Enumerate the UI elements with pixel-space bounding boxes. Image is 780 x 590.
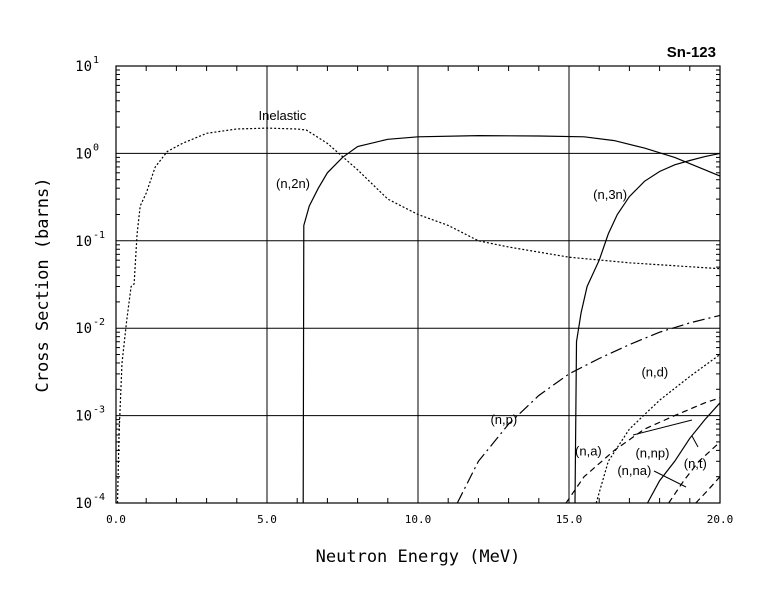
y-tick-label: 10 <box>75 321 92 337</box>
y-tick-exponent: 0 <box>93 142 99 153</box>
series-layer <box>116 127 721 504</box>
label-nna: (n,na) <box>617 463 651 478</box>
series-nt <box>668 441 721 504</box>
annotations: Inelastic (n,2n) (n,3n) (n,p) (n,d) (n,a) (n,n… <box>259 108 707 478</box>
series-nnp <box>646 402 721 504</box>
series-n3n <box>574 152 721 504</box>
grid <box>116 66 720 503</box>
y-tick-label: 10 <box>75 234 92 250</box>
leader-lines <box>632 419 699 488</box>
y-tick-exponent: 1 <box>93 55 99 66</box>
series-nna <box>695 476 721 504</box>
y-tick-label: 10 <box>75 146 92 162</box>
plot-frame <box>115 65 721 504</box>
label-n3n: (n,3n) <box>593 187 627 202</box>
label-nnp: (n,np) <box>635 446 669 461</box>
label-n2n: (n,2n) <box>276 176 310 191</box>
label-nd: (n,d) <box>641 365 668 380</box>
leader-nnp <box>632 419 693 436</box>
y-tick-label: 10 <box>75 496 92 512</box>
y-tick-exponent: -4 <box>93 492 105 503</box>
leader-nna <box>653 470 687 488</box>
x-tick-label: 10.0 <box>405 513 432 526</box>
series-na <box>565 397 721 504</box>
leader-nt <box>691 435 699 448</box>
x-tick-label: 5.0 <box>257 513 277 526</box>
y-axis-title: Cross Section (barns) <box>33 178 53 393</box>
label-np: (n,p) <box>490 412 517 427</box>
label-inelastic: Inelastic <box>259 108 307 123</box>
y-tick-label: 10 <box>75 59 92 75</box>
x-axis-title: Neutron Energy (MeV) <box>316 547 521 567</box>
y-tick-exponent: -2 <box>93 317 105 328</box>
x-tick-label: 0.0 <box>106 513 126 526</box>
label-na: (n,a) <box>575 443 602 458</box>
chart-title: Sn-123 <box>667 44 716 61</box>
series-inelastic <box>116 127 721 504</box>
y-tick-label: 10 <box>75 409 92 425</box>
series-np <box>456 314 721 504</box>
label-nt: (n,t) <box>684 456 707 471</box>
x-tick-label: 20.0 <box>707 513 734 526</box>
series-n2n <box>302 134 721 504</box>
series-nd <box>595 354 721 504</box>
y-tick-exponent: -3 <box>93 405 105 416</box>
y-tick-exponent: -1 <box>93 230 105 241</box>
x-tick-labels: 0.0 5.0 10.0 15.0 20.0 <box>106 513 733 526</box>
x-tick-label: 15.0 <box>556 513 583 526</box>
